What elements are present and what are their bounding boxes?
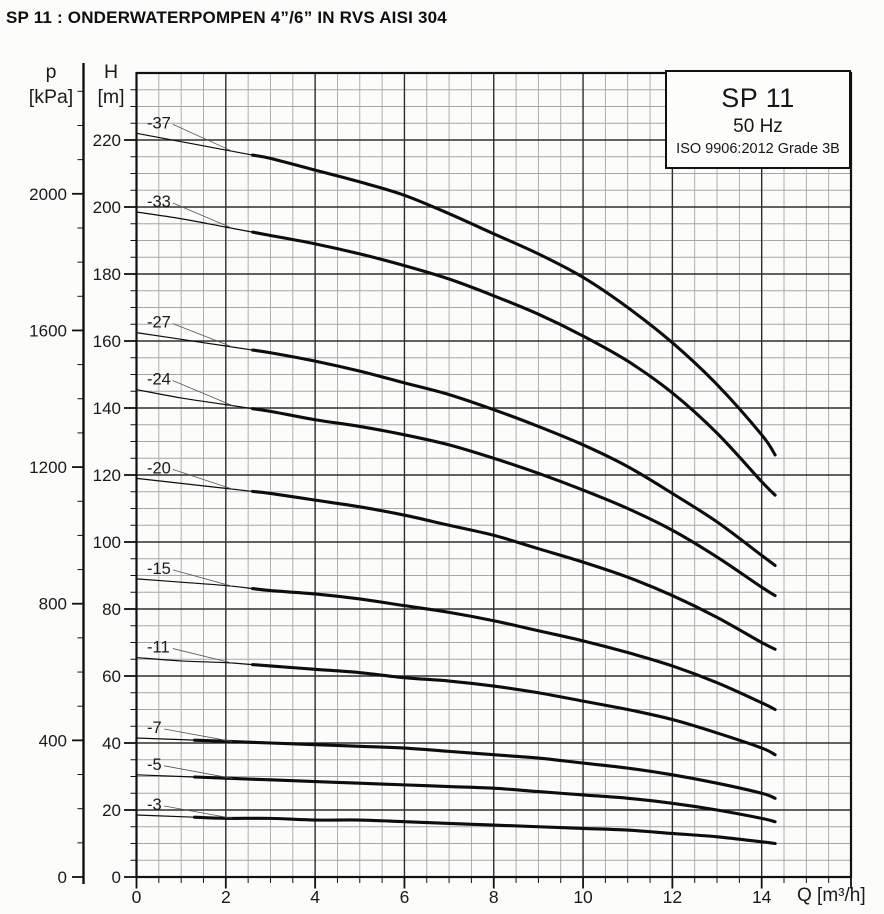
curve--15-thin: [135, 578, 254, 590]
flow-tick-label: 14: [752, 887, 772, 907]
curve--3: [193, 815, 777, 846]
flow-tick-label: 12: [663, 887, 682, 907]
pressure-axis-unit: [kPa]: [28, 86, 74, 108]
curve--33: [251, 230, 777, 497]
curve-label-leader: [172, 569, 233, 587]
head-tick-label: 80: [102, 600, 121, 619]
flow-tick-label: 4: [310, 887, 320, 907]
curve-label--5: -5: [147, 756, 162, 774]
curve-label-leader: [172, 648, 233, 664]
head-tick-label: 140: [93, 399, 121, 418]
curve--20: [251, 489, 777, 651]
curve--5: [193, 775, 777, 824]
head-tick-label: 60: [102, 667, 121, 686]
curve--37-thin: [135, 132, 254, 156]
pressure-tick-label: 1200: [29, 458, 67, 477]
curve-label--27: -27: [147, 314, 171, 332]
curve--11-thin: [135, 656, 254, 666]
curve-label--7: -7: [147, 719, 162, 737]
curve--37: [251, 153, 777, 457]
curve--11: [251, 663, 777, 757]
curve--33-thin: [135, 211, 254, 233]
curve-label--24: -24: [147, 371, 171, 389]
pressure-tick-label: 800: [39, 595, 67, 614]
curve-label-leader: [172, 123, 233, 152]
curve-label-leader: [172, 380, 233, 407]
curve-label--15: -15: [147, 560, 171, 578]
head-tick-label: 200: [93, 198, 121, 217]
head-tick-label: 0: [112, 868, 121, 887]
curve-label-leader: [164, 765, 233, 779]
flow-tick-label: 8: [489, 887, 499, 907]
pressure-tick-label: 2000: [29, 185, 67, 204]
curve--7: [193, 738, 777, 800]
curve--5-thin: [135, 774, 196, 778]
head-tick-label: 20: [102, 801, 121, 820]
head-tick-label: 220: [93, 131, 121, 150]
flow-tick-label: 6: [400, 887, 410, 907]
pressure-tick-label: 1600: [29, 321, 67, 340]
curve--27: [251, 348, 777, 567]
pressure-tick-label: 0: [58, 868, 67, 887]
curve-label-leader: [164, 805, 233, 819]
pump-frequency-label: 50 Hz: [733, 115, 783, 137]
curve-label-leader: [172, 202, 233, 229]
curve-label--3: -3: [147, 796, 162, 814]
curve--20-thin: [135, 477, 254, 493]
curve-label--37: -37: [147, 114, 171, 132]
page-title: SP 11 : ONDERWATERPOMPEN 4”/6” IN RVS AI…: [6, 8, 447, 27]
pump-info-box: SP 11 50 Hz ISO 9906:2012 Grade 3B: [665, 70, 851, 169]
flow-tick-label: 2: [221, 887, 231, 907]
head-tick-label: 180: [93, 265, 121, 284]
curve-label--33: -33: [147, 193, 171, 211]
curve--24: [251, 407, 777, 598]
pressure-axis-symbol: p: [45, 61, 57, 83]
curve--15: [251, 587, 777, 712]
curve--3-thin: [135, 814, 196, 818]
head-tick-label: 40: [102, 734, 121, 753]
flow-tick-label: 10: [573, 887, 593, 907]
curve-label--20: -20: [147, 459, 171, 477]
flow-tick-label: 0: [132, 887, 142, 907]
head-tick-label: 160: [93, 332, 121, 351]
curve-label-leader: [172, 323, 233, 348]
curve--7-thin: [135, 737, 196, 741]
pump-model-label: SP 11: [721, 82, 795, 113]
curve-label--11: -11: [147, 639, 170, 657]
head-tick-label: 120: [93, 466, 121, 485]
head-tick-label: 100: [93, 533, 121, 552]
pump-standard-label: ISO 9906:2012 Grade 3B: [676, 140, 840, 157]
curve-label-leader: [164, 728, 233, 742]
curve--24-thin: [135, 388, 254, 410]
curve-label-leader: [172, 468, 233, 490]
flow-axis-label: Q [m³/h]: [797, 885, 866, 906]
head-axis-unit: [m]: [97, 86, 125, 108]
curve--27-thin: [135, 332, 254, 351]
pressure-tick-label: 400: [39, 731, 67, 750]
head-axis-symbol: H: [103, 61, 119, 83]
